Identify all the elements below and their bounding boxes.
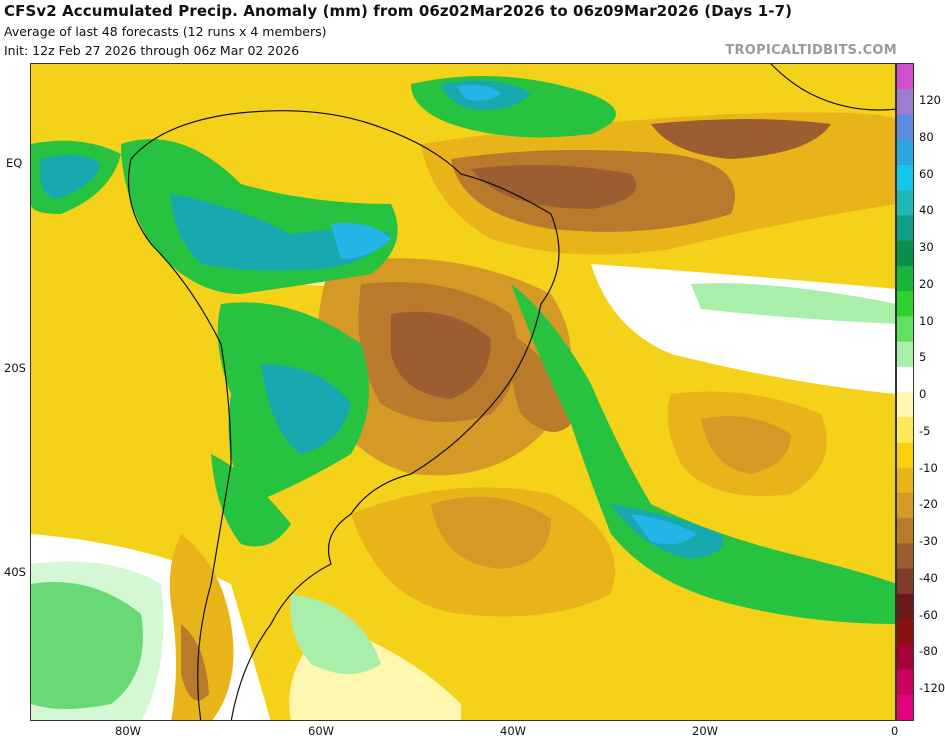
dry-core-south-atlantic	[431, 496, 551, 569]
colorbar-swatch	[897, 215, 913, 242]
colorbar-swatch	[897, 114, 913, 141]
colorbar-tick-label: 30	[919, 240, 934, 254]
colorbar-tick-label: -30	[919, 534, 938, 548]
colorbar-swatch	[897, 492, 913, 519]
colorbar-swatch	[897, 543, 913, 570]
lat-label-eq: EQ	[6, 156, 23, 170]
colorbar-tick-label: -20	[919, 497, 938, 512]
wet-light-south-pacific	[31, 561, 164, 720]
colorbar-swatch	[897, 341, 913, 368]
lon-label-0: 0	[891, 724, 899, 738]
chart-subtitle-members: Average of last 48 forecasts (12 runs x …	[4, 24, 327, 39]
source-credit: TROPICALTIDBITS.COM	[725, 43, 897, 58]
colorbar-swatch	[897, 190, 913, 216]
colorbar-swatch	[897, 240, 913, 267]
colorbar-tick-label: -5	[919, 423, 931, 438]
dry-max-brazil	[391, 311, 491, 399]
colorbar-swatch	[897, 644, 913, 671]
lat-label-20s: 20S	[4, 361, 26, 375]
colorbar-swatch	[897, 316, 913, 343]
chart-subtitle-init: Init: 12z Feb 27 2026 through 06z Mar 02…	[4, 43, 300, 58]
wet-core-east-pacific	[40, 155, 101, 199]
colorbar-swatch	[897, 291, 913, 317]
colorbar-swatch	[897, 467, 913, 494]
colorbar-swatch	[897, 164, 913, 191]
colorbar-swatch	[897, 518, 913, 544]
colorbar-tick-label: -120	[919, 681, 945, 695]
colorbar-tick-label: 40	[919, 203, 934, 218]
lon-label-40w: 40W	[500, 724, 527, 738]
colorbar-tick-label: -10	[919, 460, 938, 475]
colorbar-tick-label: 10	[919, 313, 934, 328]
lat-label-40s: 40S	[4, 565, 26, 579]
colorbar-tick-label: -60	[919, 607, 938, 622]
dry-anomaly-coastal	[509, 334, 571, 432]
colorbar-tick-label: 0	[919, 387, 927, 401]
dry-core-southern-andes	[181, 624, 209, 701]
lon-label-60w: 60W	[308, 724, 335, 738]
colorbar-swatch	[897, 366, 913, 393]
colorbar-tick-label: 60	[919, 166, 934, 181]
colorbar-swatch	[897, 694, 913, 721]
colorbar-tick-label: 80	[919, 129, 934, 144]
wet-max-amazon	[331, 223, 391, 259]
colorbar-swatch	[897, 417, 913, 443]
colorbar-tick-label: 120	[919, 93, 941, 107]
colorbar-swatch	[897, 265, 913, 292]
wet-core-andes-chaco	[261, 364, 351, 454]
wet-max-south-atlantic	[631, 514, 696, 545]
africa-coastline	[770, 64, 895, 111]
dry-core-equatorial-east	[651, 119, 831, 159]
colorbar-swatch	[897, 89, 913, 115]
colorbar-swatches	[897, 64, 913, 721]
wet-max-north-atlantic	[456, 85, 501, 101]
wet-core-amazon	[171, 194, 391, 271]
colorbar-swatch	[897, 64, 913, 90]
dry-max-north-atlantic	[471, 165, 636, 209]
colorbar-swatch	[897, 442, 913, 469]
colorbar-swatch	[897, 593, 913, 620]
precip-anomaly-map	[30, 63, 896, 721]
colorbar-swatch	[897, 139, 913, 166]
colorbar-swatch	[897, 568, 913, 595]
map-canvas	[31, 64, 895, 720]
colorbar-tick-label: -40	[919, 570, 938, 585]
dry-core-mid-atlantic	[701, 416, 791, 474]
south-america-coastline	[127, 110, 560, 720]
colorbar-tick-label: 5	[919, 350, 927, 365]
wet-band-mid-atlantic	[691, 283, 895, 324]
colorbar-tick-label: -80	[919, 644, 938, 659]
wet-band-patagonia-coast	[290, 594, 381, 674]
lon-label-80w: 80W	[115, 724, 142, 738]
colorbar-swatch	[897, 619, 913, 645]
lon-label-20w: 20W	[692, 724, 719, 738]
colorbar	[896, 63, 914, 721]
colorbar-swatch	[897, 669, 913, 696]
chart-title: CFSv2 Accumulated Precip. Anomaly (mm) f…	[4, 2, 793, 20]
colorbar-swatch	[897, 392, 913, 418]
colorbar-tick-label: 20	[919, 276, 934, 291]
wet-band-paraguay	[211, 454, 291, 547]
